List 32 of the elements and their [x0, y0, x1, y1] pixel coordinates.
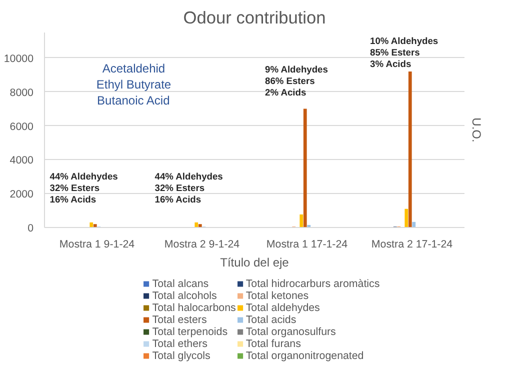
legend-label: Total hidrocarburs aromàtics: [246, 278, 380, 290]
legend-label: Total glycols: [152, 350, 210, 362]
x-tick-label: Mostra 1 17-1-24: [266, 238, 348, 250]
y-axis-title: U.O.: [470, 118, 484, 142]
legend-label: Total acids: [246, 314, 296, 326]
legend-label: Total organonitrogenated: [246, 350, 364, 362]
legend-label: Total halocarbons: [152, 302, 236, 314]
legend-label: Total esters: [152, 314, 207, 326]
y-tick-label: 10000: [4, 52, 34, 65]
x-tick-label: Mostra 1 9-1-24: [59, 238, 135, 250]
legend-label: Total aldehydes: [246, 302, 320, 314]
chart-title: Odour contribution: [183, 8, 326, 28]
annotation: 44% Aldehydes 32% Esters 16% Acids: [154, 172, 223, 205]
annotation: 44% Aldehydes 32% Esters 16% Acids: [50, 172, 118, 205]
x-axis-title: Título del eje: [220, 256, 290, 270]
legend-label: Total alcans: [152, 278, 209, 290]
legend-label: Total alcohols: [152, 290, 217, 302]
y-tick-label: 4000: [10, 154, 34, 167]
legend-label: Total ketones: [246, 290, 309, 302]
x-tick-label: Mostra 2 17-1-24: [371, 238, 453, 250]
y-tick-label: 6000: [10, 120, 34, 133]
legend-label: Total terpenoids: [152, 326, 228, 338]
y-tick-label: 2000: [10, 188, 34, 201]
x-tick-label: Mostra 2 9-1-24: [164, 238, 240, 250]
annotation: Acetaldehid Ethyl Butyrate Butanoic Acid: [96, 61, 172, 108]
y-tick-label: 8000: [10, 86, 34, 99]
legend-label: Total organosulfurs: [246, 326, 336, 338]
annotation: 9% Aldehydes 86% Esters 2% Acids: [265, 64, 328, 98]
legend-label: Total ethers: [152, 338, 208, 350]
y-tick-label: 0: [28, 222, 34, 234]
legend-label: Total furans: [246, 338, 301, 350]
annotation: 10% Aldehydes 85% Esters 3% Acids: [370, 36, 438, 69]
